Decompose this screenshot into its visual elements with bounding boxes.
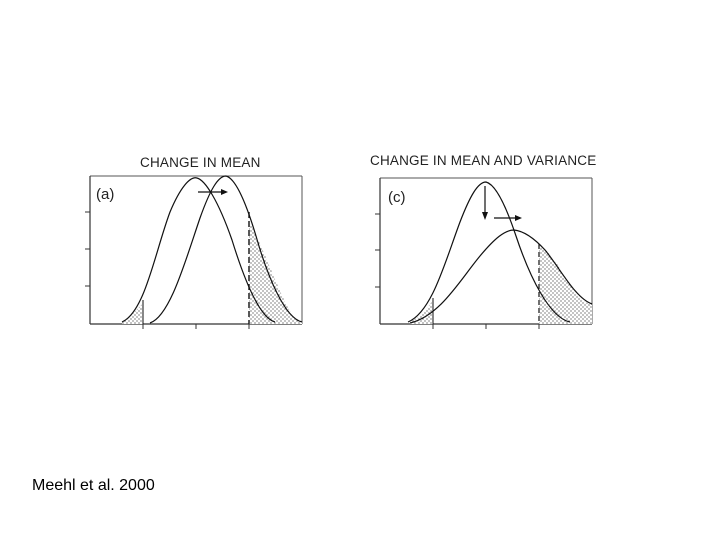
panel-c-left-tail-shading — [410, 300, 433, 324]
panel-c-x-ticks — [432, 324, 540, 329]
panel-a-y-ticks — [85, 211, 90, 287]
panel-a-shifted-curve — [149, 175, 303, 324]
panel-a-x-ticks — [142, 324, 250, 329]
panel-c-down-arrowhead — [482, 212, 488, 220]
panel-a-shift-arrowhead — [221, 189, 228, 195]
citation: Meehl et al. 2000 — [32, 477, 155, 494]
panel-c-right-arrowhead — [515, 215, 522, 221]
panel-a-right-tail-shading — [249, 221, 302, 324]
panel-a-letter: (a) — [96, 186, 114, 203]
panel-a-original-curve — [121, 177, 276, 323]
panel-c-original-curve — [407, 181, 571, 323]
panel-c-y-ticks — [375, 213, 380, 288]
panel-a-title: CHANGE IN MEAN — [140, 155, 261, 170]
panel-c-wider-curve — [409, 229, 593, 324]
panel-c-letter: (c) — [388, 189, 406, 206]
panel-c-title: CHANGE IN MEAN AND VARIANCE — [370, 153, 597, 168]
panel-c-right-tail-shading — [539, 244, 592, 324]
